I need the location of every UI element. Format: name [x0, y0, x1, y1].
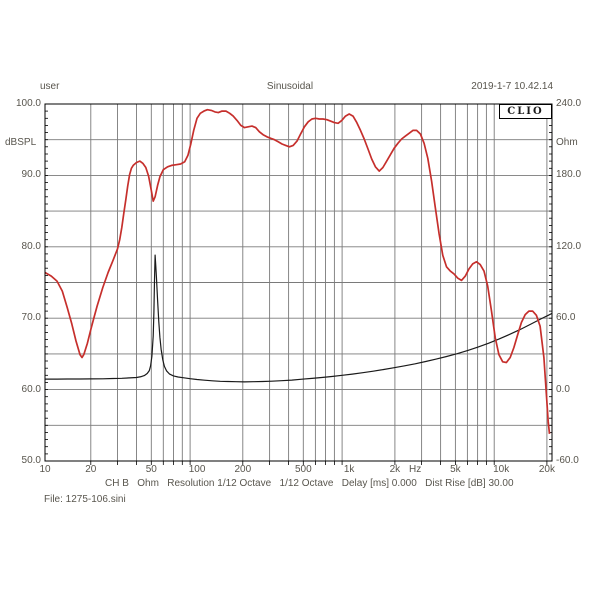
- spl-curve: [44, 108, 551, 434]
- x-tick-label: 1k: [343, 464, 355, 475]
- header-title: Sinusoidal: [266, 81, 314, 92]
- header-timestamp: 2019-1-7 10.42.14: [471, 81, 553, 92]
- y-right-axis-unit: Ohm: [556, 137, 578, 148]
- clio-logo: CLIO: [499, 104, 552, 119]
- x-axis-unit: Hz: [409, 464, 422, 475]
- header-user: user: [40, 81, 60, 92]
- file-name: File: 1275-106.sini: [44, 494, 126, 505]
- x-tick-label: 500: [294, 464, 312, 475]
- plot-border: [44, 103, 553, 462]
- x-tick-label: 20: [85, 464, 97, 475]
- y-right-tick-label: 0.0: [556, 383, 570, 395]
- x-tick-label: 10: [39, 464, 51, 475]
- x-tick-label: 200: [234, 464, 252, 475]
- impedance-curve: [45, 254, 553, 383]
- x-tick-label: 2k: [389, 464, 401, 475]
- x-tick-label: 100: [188, 464, 206, 475]
- y-left-tick-label: 60.0: [21, 383, 41, 395]
- y-left-tick-label: 70.0: [21, 312, 41, 324]
- y-right-tick-label: 60.0: [556, 312, 576, 324]
- y-right-tick-label: 240.0: [556, 98, 582, 109]
- y-right-tick-label: -60.0: [556, 455, 579, 466]
- y-left-tick-label: 100.0: [15, 98, 41, 109]
- x-tick-label: 20k: [538, 464, 555, 475]
- y-right-tick-label: 120.0: [556, 240, 582, 252]
- y-left-tick-label: 50.0: [21, 455, 41, 466]
- status-line: CH B Ohm Resolution 1/12 Octave 1/12 Oct…: [105, 478, 514, 489]
- x-tick-label: 5k: [450, 464, 461, 475]
- y-right-tick-label: 180.0: [556, 169, 582, 181]
- x-tick-label: 50: [145, 464, 157, 475]
- y-left-tick-label: 90.0: [21, 169, 41, 181]
- x-tick-label: 10k: [493, 464, 510, 475]
- y-left-tick-label: 80.0: [21, 240, 41, 252]
- y-left-axis-unit: dBSPL: [5, 137, 37, 148]
